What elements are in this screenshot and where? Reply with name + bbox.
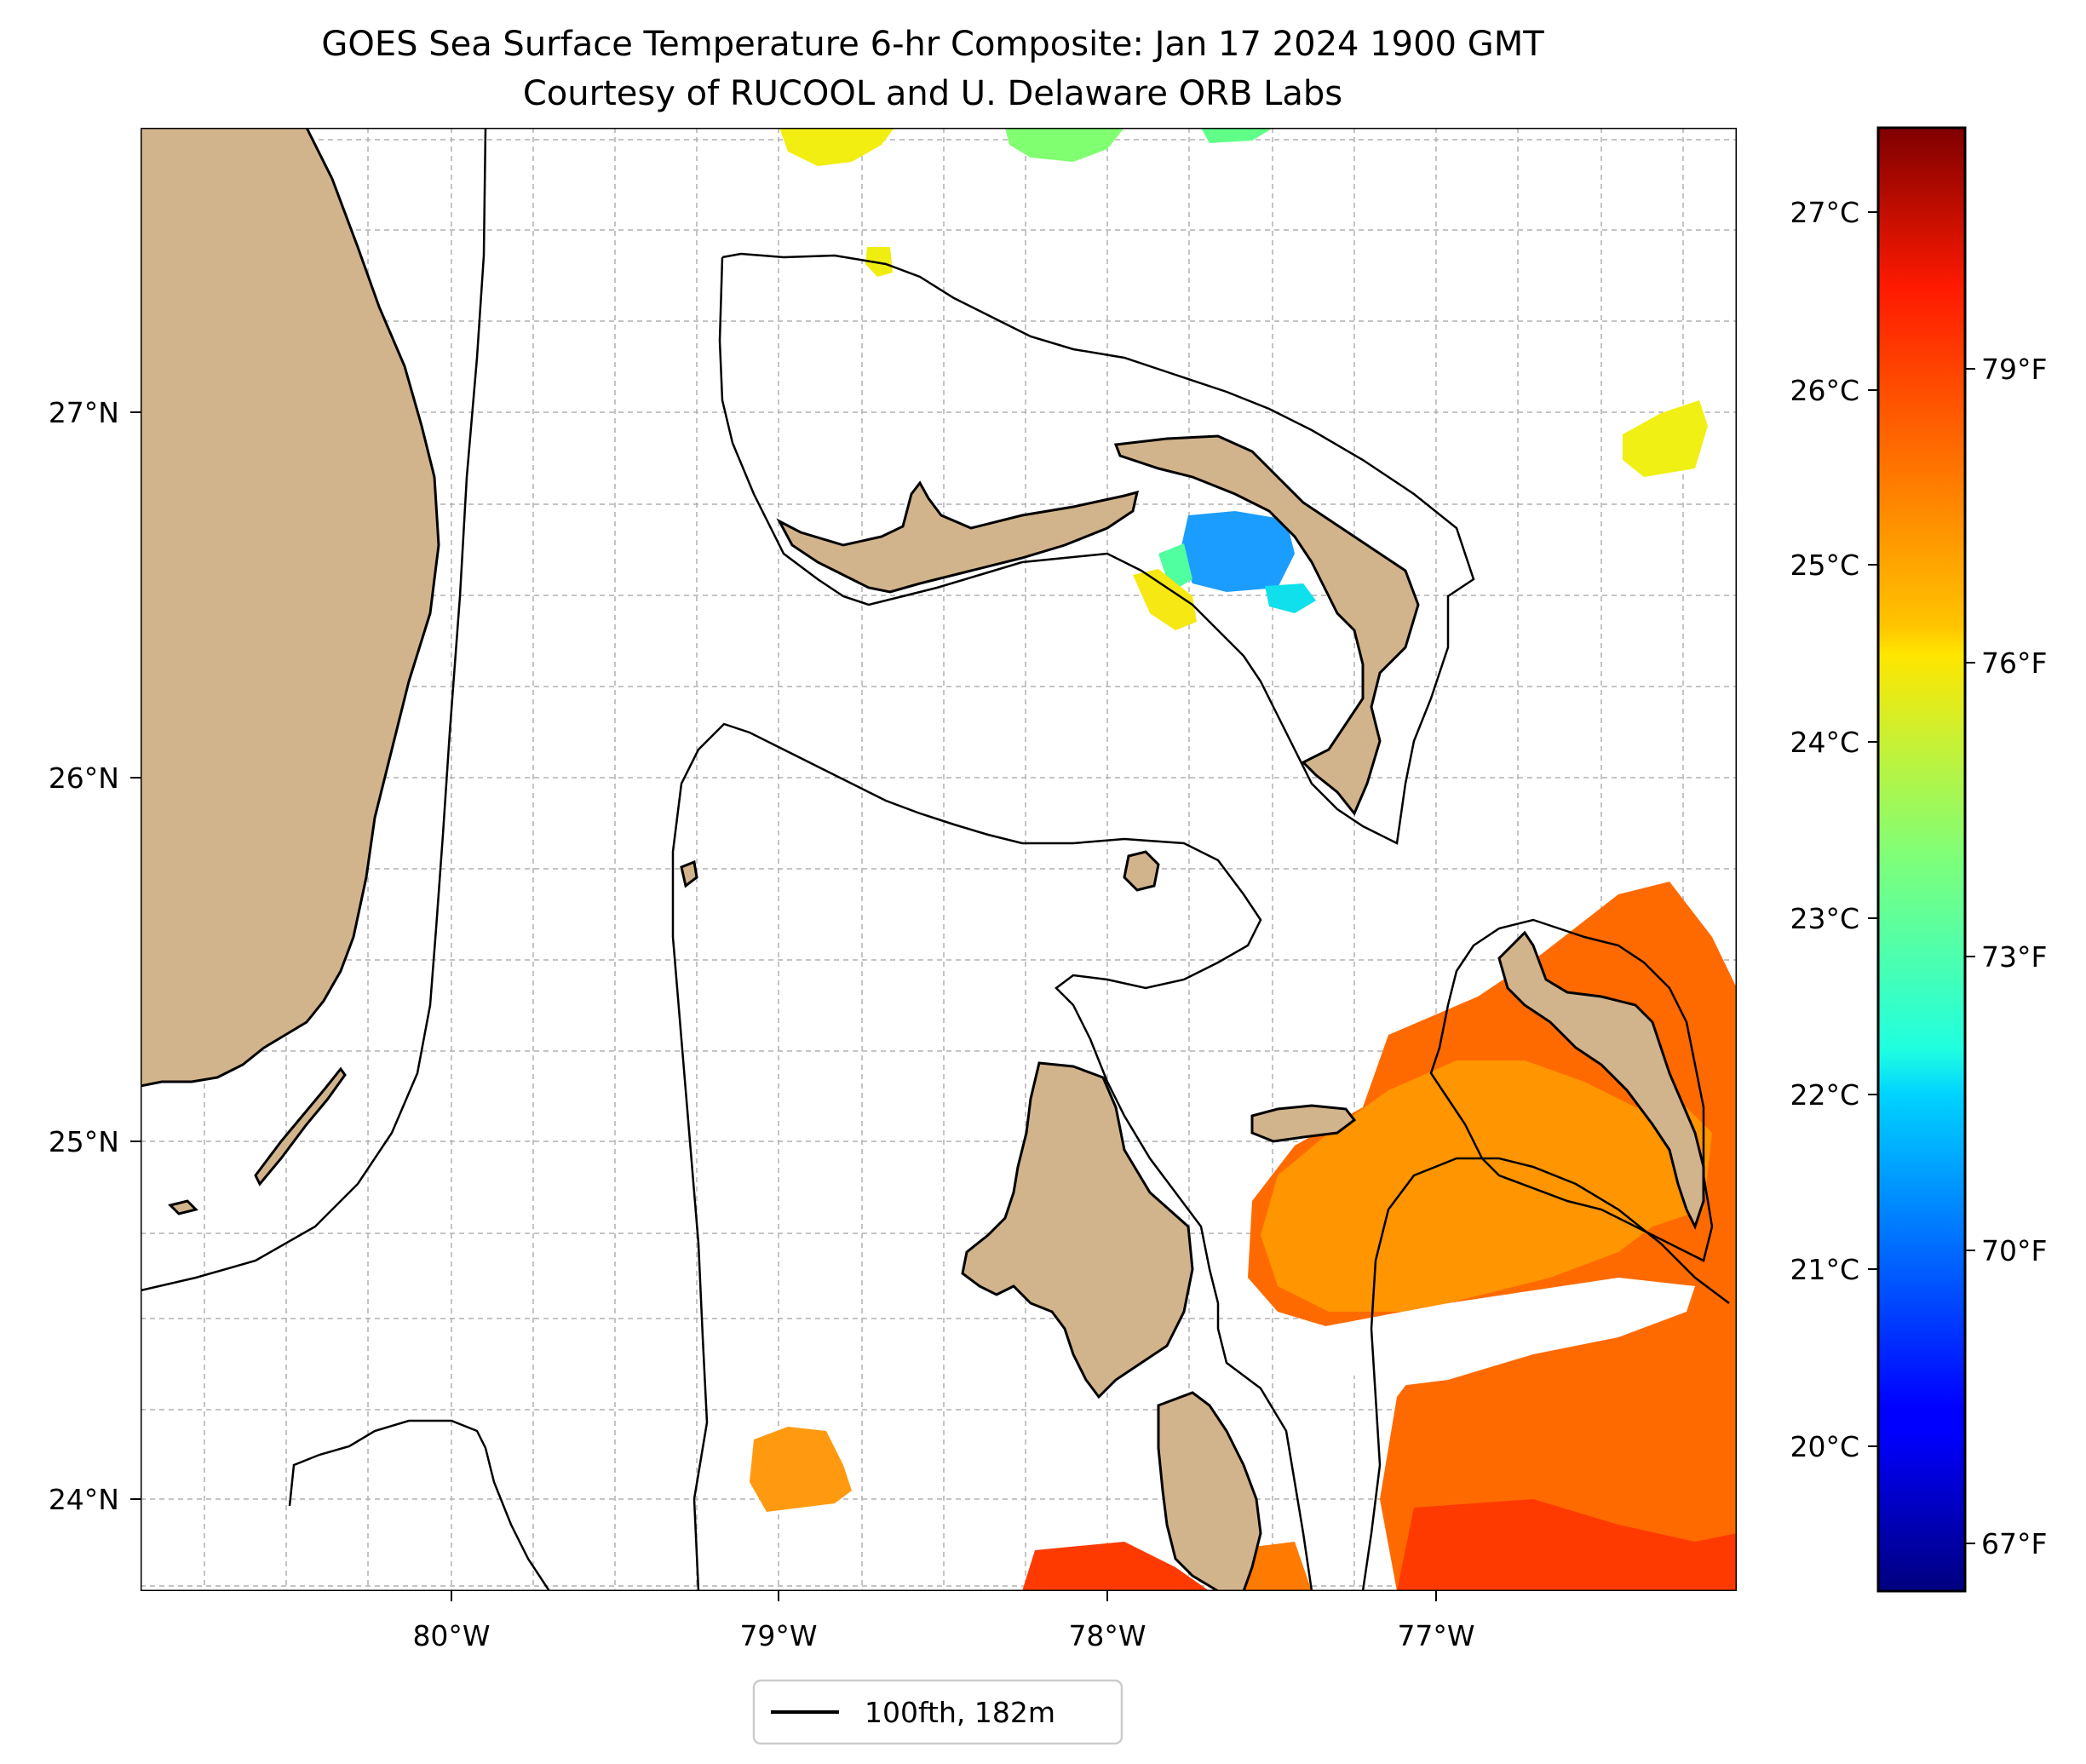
sst-patch-abaco-cyan: [1265, 583, 1316, 613]
map-area: [141, 128, 1737, 1591]
sst-patch-gap: [1312, 1278, 1695, 1388]
cbar-c-21: 21°C: [1790, 1253, 1859, 1286]
sst-patch-abaco-cool: [1180, 511, 1295, 592]
isobath-florida-shelf: [141, 128, 487, 1292]
cbar-c-25: 25°C: [1790, 549, 1859, 582]
cbar-f-67: 67°F: [1981, 1527, 2047, 1560]
lat-tick-26n: 26°N: [49, 761, 119, 795]
isobath-tongue-of-ocean: [1361, 1157, 1730, 1591]
keys: [254, 1066, 347, 1187]
lat-tick-25n: 25°N: [49, 1125, 119, 1158]
sst-patch-abaco-yellow: [1133, 569, 1197, 630]
lon-tick-79w: 79°W: [739, 1619, 817, 1652]
sst-patch-exuma-sound-mild: [1261, 1060, 1712, 1312]
isobath-florida-keys: [288, 1419, 551, 1591]
lat-tick-24n: 24°N: [49, 1483, 119, 1516]
isobath-little-bahama-bank: [718, 252, 1475, 845]
sst-patch-south-hot-2: [1022, 1542, 1210, 1591]
sst-patch-north-yellow: [779, 128, 894, 166]
title-line-1: GOES Sea Surface Temperature 6-hr Compos…: [321, 25, 1544, 64]
florida: [141, 128, 440, 1088]
cbar-c-24: 24°C: [1790, 726, 1859, 759]
lon-tick-80w: 80°W: [412, 1619, 490, 1652]
lon-tick-77w: 77°W: [1397, 1619, 1474, 1652]
cbar-f-70: 70°F: [1981, 1234, 2047, 1267]
isobath-contours: [141, 128, 1730, 1591]
sst-patch-southwest: [750, 1427, 852, 1512]
sst-patch-north-green-2: [1201, 128, 1273, 143]
eleuthera: [1497, 930, 1705, 1230]
keys-2: [168, 1199, 198, 1215]
sst-patch-east-yellow: [1623, 400, 1708, 477]
sst-patch-north-green: [1005, 128, 1124, 162]
cbar-c-27: 27°C: [1790, 196, 1859, 229]
isobath-exuma-sound: [1429, 918, 1714, 1262]
colorbar-gradient: [1876, 126, 1967, 1593]
lat-tick-27n: 27°N: [49, 396, 119, 429]
cbar-c-20: 20°C: [1790, 1430, 1859, 1463]
grand-bahama: [776, 480, 1140, 594]
bimini: [680, 859, 698, 888]
colorbar: 27°C 26°C 25°C 24°C 23°C 22°C 21°C 20°C …: [1790, 126, 2047, 1593]
cbar-f-79: 79°F: [1981, 353, 2047, 386]
cbar-f-73: 73°F: [1981, 940, 2047, 974]
axis-ticks: [130, 411, 1437, 1601]
legend: 100fth, 182m: [752, 1679, 1123, 1745]
sst-patch-abaco-green: [1158, 543, 1192, 592]
isobath-great-bahama-bank-north: [671, 722, 1313, 1591]
sst-patch-south-hot: [1397, 1499, 1737, 1591]
cbar-c-22: 22°C: [1790, 1078, 1859, 1112]
land: [141, 128, 1705, 1591]
title-line-2: Courtesy of RUCOOL and U. Delaware ORB L…: [523, 74, 1342, 113]
andros: [961, 1061, 1194, 1399]
cbar-c-26: 26°C: [1790, 374, 1859, 407]
lon-tick-78w: 78°W: [1068, 1619, 1146, 1652]
cbar-c-23: 23°C: [1790, 902, 1859, 935]
cbar-f-76: 76°F: [1981, 646, 2047, 680]
legend-label: 100fth, 182m: [865, 1696, 1055, 1729]
andros-south: [1157, 1391, 1262, 1591]
berry-island: [1123, 850, 1160, 892]
great-abaco: [1113, 434, 1420, 816]
new-providence: [1250, 1104, 1357, 1143]
